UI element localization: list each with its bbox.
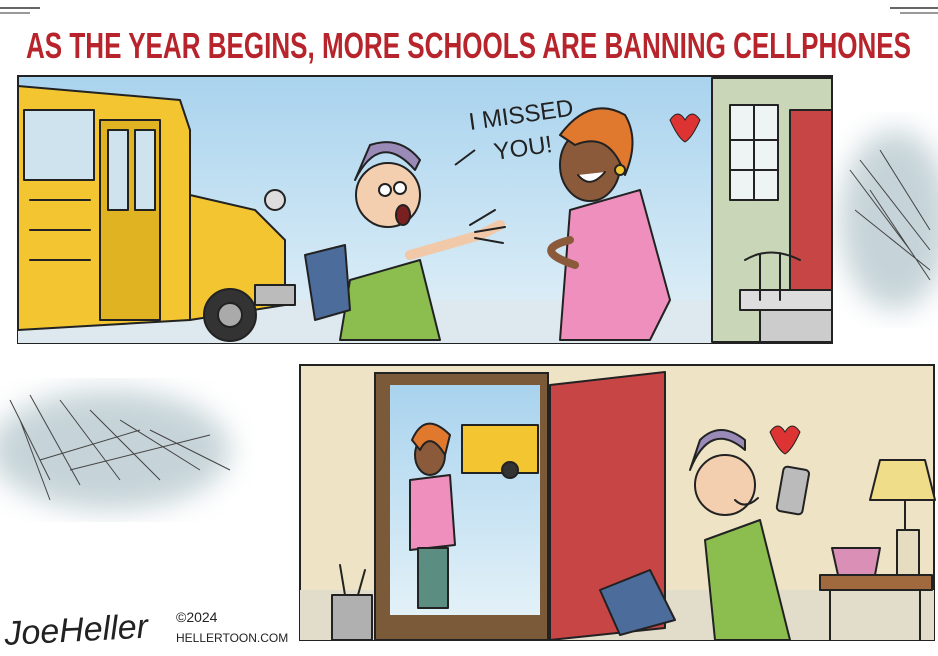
side-table-part — [870, 460, 935, 500]
school-bus-part — [255, 285, 295, 305]
school-bus-part — [265, 190, 285, 210]
title: AS THE YEAR BEGINS, MORE SCHOOLS ARE BAN… — [26, 25, 911, 66]
side-table-part — [897, 530, 919, 575]
signature-name: JoeHeller — [2, 607, 150, 653]
boy-with-phone-part — [695, 455, 755, 515]
small-bus-part — [502, 462, 518, 478]
woman-part — [615, 165, 625, 175]
woman-in-doorway-part — [418, 548, 448, 608]
header-rules — [0, 8, 938, 13]
house-part — [760, 310, 832, 342]
boy-part — [396, 205, 410, 225]
school-bus-part — [108, 130, 128, 210]
signature-copyright: ©2024 — [176, 609, 218, 625]
boy-part — [394, 182, 406, 194]
side-table-part — [820, 575, 932, 590]
side-table-part — [832, 548, 880, 575]
woman-in-doorway-part — [410, 475, 455, 550]
panel-2 — [300, 365, 935, 640]
cartoon: AS THE YEAR BEGINS, MORE SCHOOLS ARE BAN… — [0, 0, 938, 656]
school-bus-part — [135, 130, 155, 210]
house-part — [740, 290, 832, 310]
boy-part — [379, 184, 391, 196]
house-part — [790, 110, 832, 290]
umbrella-stand-part — [332, 595, 372, 640]
house — [712, 78, 832, 342]
school-bus-part — [24, 110, 94, 180]
panel-1: I MISSED YOU! — [18, 76, 832, 343]
small-bus-part — [462, 425, 538, 473]
signature: JoeHeller ©2024 HELLERTOON.COM — [2, 607, 288, 653]
small-bus — [462, 425, 538, 478]
school-bus-part — [218, 303, 242, 327]
signature-site: HELLERTOON.COM — [176, 631, 288, 645]
